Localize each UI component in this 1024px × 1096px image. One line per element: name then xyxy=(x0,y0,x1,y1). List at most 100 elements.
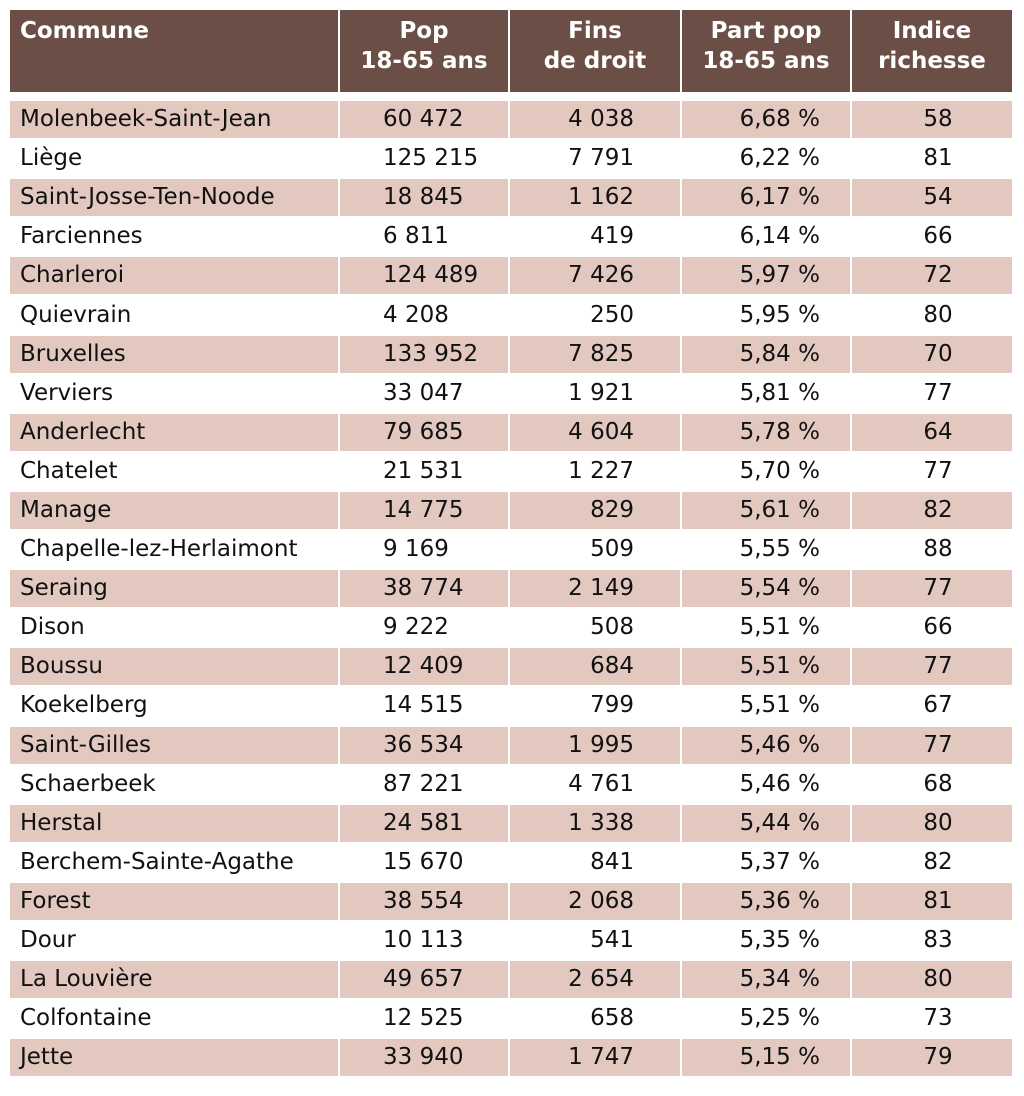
fins-cell: 541 xyxy=(510,922,682,960)
part-cell: 5,95 % xyxy=(682,296,852,334)
header-commune: Commune xyxy=(10,10,340,92)
commune-cell: Chatelet xyxy=(10,452,340,490)
indice-cell: 54 xyxy=(852,179,1012,217)
indice-cell: 73 xyxy=(923,1005,953,1032)
table-row: Saint-Josse-Ten-Noode 18 845 1 162 6,17 % 54 xyxy=(10,178,1012,217)
table-row: Saint-Gilles 36 534 1 995 5,46 % 77 xyxy=(10,726,1012,765)
fins-cell: 509 xyxy=(510,531,682,569)
table-row: Anderlecht 79 685 4 604 5,78 % 64 xyxy=(10,413,1012,452)
fins-cell: 250 xyxy=(510,296,682,334)
commune-cell: La Louvière xyxy=(10,961,340,999)
fins-cell: 2 068 xyxy=(510,882,682,920)
pop-cell: 49 657 xyxy=(340,961,510,999)
part-cell: 6,14 % xyxy=(682,218,852,256)
pop-cell: 33 940 xyxy=(340,1039,510,1077)
table-row: Herstal 24 581 1 338 5,44 % 80 xyxy=(10,804,1012,843)
pop-cell: 18 845 xyxy=(340,179,510,217)
part-cell: 6,68 % xyxy=(682,101,852,139)
commune-cell: Saint-Gilles xyxy=(10,726,340,764)
part-cell: 5,34 % xyxy=(682,961,852,999)
commune-cell: Verviers xyxy=(10,374,340,412)
fins-cell: 1 921 xyxy=(510,374,682,412)
fins-cell: 7 426 xyxy=(510,257,682,295)
pop-cell: 9 222 xyxy=(340,609,510,647)
fins-cell: 419 xyxy=(510,218,682,256)
fins-cell: 658 xyxy=(510,1000,682,1038)
commune-cell: Colfontaine xyxy=(10,1000,340,1038)
part-cell: 5,46 % xyxy=(682,765,852,803)
part-cell: 5,25 % xyxy=(682,1000,852,1038)
part-cell: 5,51 % xyxy=(682,648,852,686)
part-cell: 5,84 % xyxy=(682,335,852,373)
commune-cell: Saint-Josse-Ten-Noode xyxy=(10,179,340,217)
indice-cell: 80 xyxy=(852,804,1012,842)
part-cell: 5,70 % xyxy=(682,452,852,490)
indice-cell: 72 xyxy=(852,257,1012,295)
table-row: Molenbeek-Saint-Jean 60 472 4 038 6,68 % 58 xyxy=(10,100,1012,139)
commune-cell: Liège xyxy=(10,140,340,178)
part-cell: 5,55 % xyxy=(682,531,852,569)
part-cell: 5,35 % xyxy=(682,922,852,960)
part-cell: 5,54 % xyxy=(682,570,852,608)
pop-cell: 24 581 xyxy=(340,804,510,842)
indice-cell: 77 xyxy=(852,726,1012,764)
part-cell: 6,22 % xyxy=(682,140,852,178)
part-cell: 5,44 % xyxy=(682,804,852,842)
pop-cell: 10 113 xyxy=(340,922,510,960)
fins-cell: 1 747 xyxy=(510,1039,682,1077)
pop-cell: 12 409 xyxy=(340,648,510,686)
table-row: Colfontaine 12 525 658 5,25 % 73 xyxy=(10,999,1012,1038)
fins-cell: 508 xyxy=(510,609,682,647)
fins-cell: 684 xyxy=(510,648,682,686)
indice-cell: 88 xyxy=(923,536,953,563)
indice-cell: 77 xyxy=(852,648,1012,686)
header-part-pop: Part pop 18-65 ans xyxy=(682,10,852,92)
indice-cell: 66 xyxy=(923,614,953,641)
indice-cell: 81 xyxy=(923,145,953,172)
part-cell: 5,51 % xyxy=(682,687,852,725)
table-row: Chatelet 21 531 1 227 5,70 % 77 xyxy=(10,452,1012,491)
part-cell: 5,36 % xyxy=(682,882,852,920)
table-row: Koekelberg 14 515 799 5,51 % 67 xyxy=(10,686,1012,725)
table-row: La Louvière 49 657 2 654 5,34 % 80 xyxy=(10,960,1012,999)
commune-cell: Anderlecht xyxy=(10,413,340,451)
pop-cell: 9 169 xyxy=(340,531,510,569)
fins-cell: 1 338 xyxy=(510,804,682,842)
indice-cell: 58 xyxy=(852,101,1012,139)
commune-cell: Jette xyxy=(10,1039,340,1077)
commune-cell: Seraing xyxy=(10,570,340,608)
pop-cell: 21 531 xyxy=(340,452,510,490)
commune-cell: Koekelberg xyxy=(10,687,340,725)
pop-cell: 133 952 xyxy=(340,335,510,373)
pop-cell: 14 515 xyxy=(340,687,510,725)
commune-cell: Dison xyxy=(10,609,340,647)
pop-cell: 87 221 xyxy=(340,765,510,803)
header-indice-richesse: Indice richesse xyxy=(878,18,986,74)
table-row: Quievrain 4 208 250 5,95 % 80 xyxy=(10,295,1012,334)
fins-cell: 799 xyxy=(510,687,682,725)
commune-cell: Manage xyxy=(10,491,340,529)
pop-cell: 38 554 xyxy=(340,882,510,920)
commune-cell: Schaerbeek xyxy=(10,765,340,803)
table-row: Charleroi 124 489 7 426 5,97 % 72 xyxy=(10,256,1012,295)
indice-cell: 79 xyxy=(852,1039,1012,1077)
indice-cell: 80 xyxy=(923,301,953,328)
table-row: Dour 10 113 541 5,35 % 83 xyxy=(10,921,1012,960)
commune-cell: Bruxelles xyxy=(10,335,340,373)
indice-cell: 77 xyxy=(923,379,953,406)
part-cell: 5,46 % xyxy=(682,726,852,764)
fins-cell: 7 825 xyxy=(510,335,682,373)
table-row: Seraing 38 774 2 149 5,54 % 77 xyxy=(10,569,1012,608)
commune-cell: Herstal xyxy=(10,804,340,842)
part-cell: 5,78 % xyxy=(682,413,852,451)
pop-cell: 33 047 xyxy=(340,374,510,412)
data-table: Commune Pop 18-65 ans Fins de droit Part… xyxy=(10,10,1012,1077)
part-cell: 5,61 % xyxy=(682,491,852,529)
table-row: Manage 14 775 829 5,61 % 82 xyxy=(10,491,1012,530)
indice-cell: 81 xyxy=(852,882,1012,920)
fins-cell: 2 149 xyxy=(510,570,682,608)
indice-cell: 82 xyxy=(923,848,953,875)
table-row: Boussu 12 409 684 5,51 % 77 xyxy=(10,647,1012,686)
table-row: Chapelle-lez-Herlaimont 9 169 509 5,55 % 88 xyxy=(10,530,1012,569)
table-row: Jette 33 940 1 747 5,15 % 79 xyxy=(10,1038,1012,1077)
